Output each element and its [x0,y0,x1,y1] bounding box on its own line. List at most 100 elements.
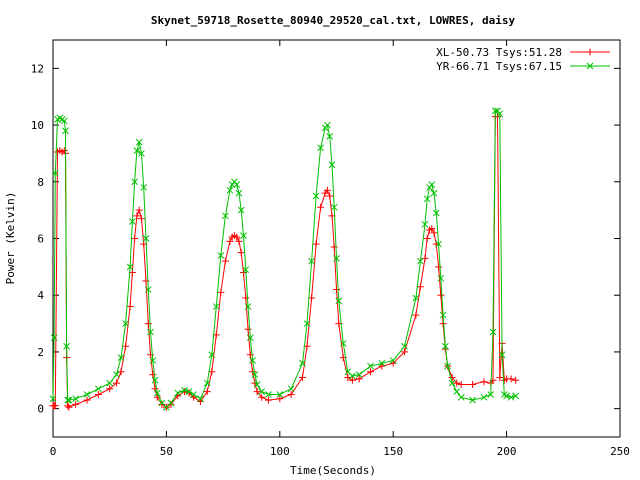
data-point [83,396,91,404]
data-point [221,257,229,265]
data-point [174,389,182,397]
y-tick-label: 0 [37,403,44,416]
data-point [197,395,204,403]
data-point [421,254,429,262]
data-point [330,243,338,251]
data-point [95,385,102,393]
x-axis-label: Time(Seconds) [290,464,376,477]
x-tick-label: 200 [497,445,517,458]
data-point [448,373,456,381]
data-point [51,402,59,410]
data-point [135,138,143,146]
data-point [149,357,157,364]
data-point [226,237,234,245]
data-point [312,192,320,200]
data-point [258,388,266,395]
data-point [355,375,363,383]
y-axis-label: Power (Kelvin) [4,192,17,285]
data-point [83,391,91,398]
data-point [203,388,211,396]
data-point [203,379,211,387]
data-point [151,376,159,384]
data-point [401,348,409,356]
data-point [253,381,261,388]
data-point [312,240,320,248]
data-point [133,212,141,220]
data-point [469,396,476,404]
data-point [135,206,143,214]
data-point [496,110,504,118]
data-point [276,391,284,398]
data-point [444,362,451,370]
data-point [442,342,449,350]
data-point [435,263,443,271]
data-point [62,127,69,135]
data-point [258,393,266,401]
data-point [233,233,241,241]
data-point [117,368,125,376]
data-point [190,391,197,398]
data-point [113,379,121,387]
data-point [401,342,408,350]
y-tick-label: 2 [37,346,44,359]
data-point [326,133,334,140]
data-point [507,393,515,401]
y-tick-label: 8 [37,176,44,189]
data-point [133,147,141,154]
data-point [140,184,148,191]
data-point [249,357,256,364]
data-point [60,117,68,125]
data-point [144,286,152,293]
x-tick-label: 100 [270,445,290,458]
data-point [417,257,424,265]
data-point [287,385,295,393]
legend-marker [586,48,594,56]
data-point [167,399,175,407]
y-tick-label: 12 [31,62,44,75]
data-point [222,212,229,220]
data-point [144,320,152,328]
data-point [242,294,250,302]
data-point [323,186,331,194]
data-point [430,229,438,237]
data-point [131,235,139,242]
data-point [212,303,220,310]
axis-ticks: 0 50 100 150 200 250 0 2 4 6 8 10 12 [31,40,630,458]
data-point [389,357,397,364]
data-point [147,328,154,336]
y-tick-label: 4 [37,289,44,302]
x-tick-label: 50 [160,445,173,458]
data-point [355,371,363,378]
data-point [437,274,445,282]
data-point [412,311,420,319]
data-point [437,291,445,299]
data-point [51,169,59,177]
data-point [64,396,72,404]
data-point [423,195,431,203]
data-point [416,283,424,291]
legend-label: XL-50.73 Tsys:51.28 [436,46,562,59]
data-point [333,286,340,294]
data-point [131,178,139,186]
data-point [367,362,374,370]
data-point [185,388,193,395]
data-point [428,181,436,188]
data-point [265,391,272,398]
data-point [50,334,58,342]
data-point [149,371,157,379]
data-point [496,373,504,381]
y-tick-label: 6 [37,233,44,246]
data-point [489,376,497,384]
data-point [117,354,125,361]
data-point [349,372,356,380]
data-point [244,303,252,310]
data-point [469,381,477,389]
series-layer [49,107,520,411]
data-point [240,232,247,240]
data-point [457,393,465,401]
data-point [129,218,136,225]
data-point [242,266,250,274]
data-point [64,402,72,410]
x-tick-label: 250 [610,445,630,458]
